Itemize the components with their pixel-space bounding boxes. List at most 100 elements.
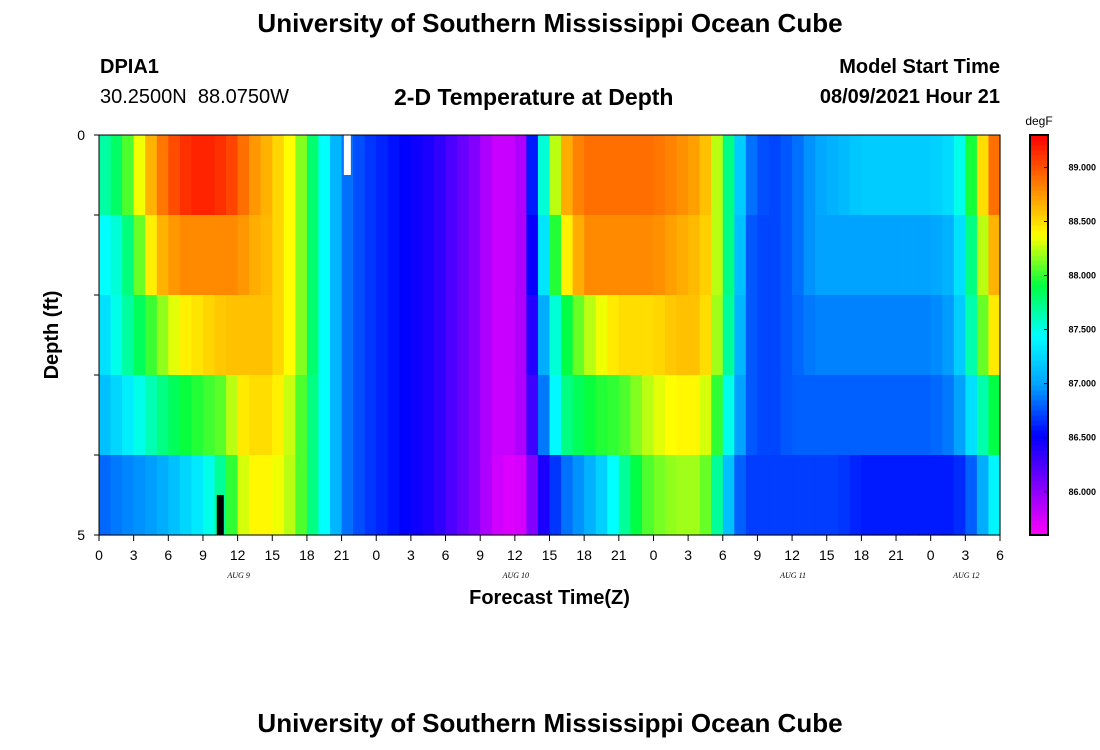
heat-cell	[676, 375, 689, 456]
heat-cell	[826, 375, 839, 456]
heat-cell	[780, 295, 793, 376]
heat-cell	[676, 295, 689, 376]
colorbar-swatch	[1030, 315, 1048, 321]
heat-cell	[688, 455, 701, 536]
heat-cell	[572, 455, 585, 536]
colorbar-swatch	[1030, 145, 1048, 151]
heat-cell	[884, 295, 897, 376]
colorbar-swatch	[1030, 405, 1048, 411]
heat-cell	[110, 295, 123, 376]
heat-cell	[618, 295, 631, 376]
heat-cell	[145, 215, 158, 296]
axes: 0 3 6 9 12 15 18 21 0 3 6 9 12 15 18 21 0 3 6 9 12 15 18 21 0 3 6 A…	[41, 127, 1004, 609]
heat-cell	[410, 135, 424, 216]
heat-cell	[422, 455, 435, 536]
heat-cell	[780, 135, 793, 216]
colorbar-swatch	[1030, 200, 1048, 206]
heat-cell	[699, 135, 712, 216]
heat-cell	[699, 375, 712, 456]
heat-cell	[618, 215, 631, 296]
colorbar-swatch	[1030, 260, 1048, 266]
colorbar-swatch	[1030, 330, 1048, 336]
heat-cell	[514, 135, 527, 216]
x-tick-label: 21	[334, 547, 350, 563]
colorbar-swatch	[1030, 325, 1048, 331]
heat-cell	[318, 295, 331, 376]
heat-cell	[526, 215, 539, 296]
colorbar-swatch	[1030, 415, 1048, 421]
heat-cell	[260, 295, 273, 376]
heat-cell	[815, 135, 828, 216]
x-tick-label: 9	[754, 547, 762, 563]
heat-cell	[376, 295, 389, 376]
heat-cell	[711, 295, 724, 376]
heat-cell	[688, 215, 701, 296]
colorbar-swatch	[1030, 210, 1048, 216]
colorbar-swatch	[1030, 520, 1048, 526]
heat-cell	[641, 135, 655, 216]
heat-cell	[133, 295, 146, 376]
colorbar-swatch	[1030, 190, 1048, 196]
y-tick-label: 0	[77, 127, 85, 143]
heat-cell	[399, 135, 412, 216]
x-tick-label: 3	[684, 547, 692, 563]
heat-cell	[260, 135, 273, 216]
heat-cell	[306, 135, 320, 216]
heat-cell	[214, 295, 227, 376]
heat-cell	[514, 375, 527, 456]
x-tick-label: 6	[442, 547, 450, 563]
heat-cell	[630, 455, 643, 536]
heat-cell	[191, 215, 204, 296]
heat-cell	[306, 295, 320, 376]
colorbar-swatch	[1030, 320, 1048, 326]
heat-cell	[919, 295, 932, 376]
x-tick-label: 12	[507, 547, 523, 563]
heat-cell	[792, 375, 805, 456]
heat-cell	[480, 455, 493, 536]
x-tick-label: 6	[164, 547, 172, 563]
heat-cell	[272, 455, 285, 536]
colorbar-tick-label: 89.000	[1068, 162, 1096, 172]
heat-cell	[768, 295, 782, 376]
heat-cell	[260, 455, 273, 536]
heat-cell	[330, 215, 343, 296]
heat-cell	[353, 455, 366, 536]
x-day-label: AUG 12	[952, 571, 979, 580]
heat-cell	[537, 215, 551, 296]
heat-cell	[249, 455, 262, 536]
heat-cell	[665, 375, 678, 456]
colorbar-swatch	[1030, 265, 1048, 271]
heat-cell	[99, 295, 112, 376]
colorbar-swatch	[1030, 505, 1048, 511]
heatmap-markers	[216, 135, 351, 535]
heat-cell	[757, 295, 770, 376]
heat-cell	[283, 455, 296, 536]
heat-cell	[272, 135, 285, 216]
heat-cell	[942, 135, 955, 216]
heat-cell	[364, 295, 377, 376]
heat-cell	[99, 215, 112, 296]
heat-cell	[722, 215, 735, 296]
heat-cell	[595, 135, 608, 216]
colorbar-swatch	[1030, 425, 1048, 431]
heat-cell	[514, 295, 527, 376]
heat-cell	[641, 215, 655, 296]
heat-cell	[768, 455, 782, 536]
heat-cell	[930, 375, 943, 456]
heat-cell	[815, 455, 828, 536]
colorbar-swatch	[1030, 510, 1048, 516]
heat-cell	[445, 135, 458, 216]
colorbar-swatch	[1030, 305, 1048, 311]
heat-cell	[792, 135, 805, 216]
heat-cell	[237, 455, 250, 536]
colorbar-swatch	[1030, 165, 1048, 171]
heat-cell	[445, 455, 458, 536]
heat-cell	[734, 135, 747, 216]
heat-cell	[410, 295, 424, 376]
heat-cell	[561, 455, 574, 536]
colorbar-swatch	[1030, 450, 1048, 456]
heat-cell	[803, 455, 816, 536]
heat-cell	[226, 135, 239, 216]
heat-cell	[306, 215, 320, 296]
heat-cell	[295, 215, 308, 296]
